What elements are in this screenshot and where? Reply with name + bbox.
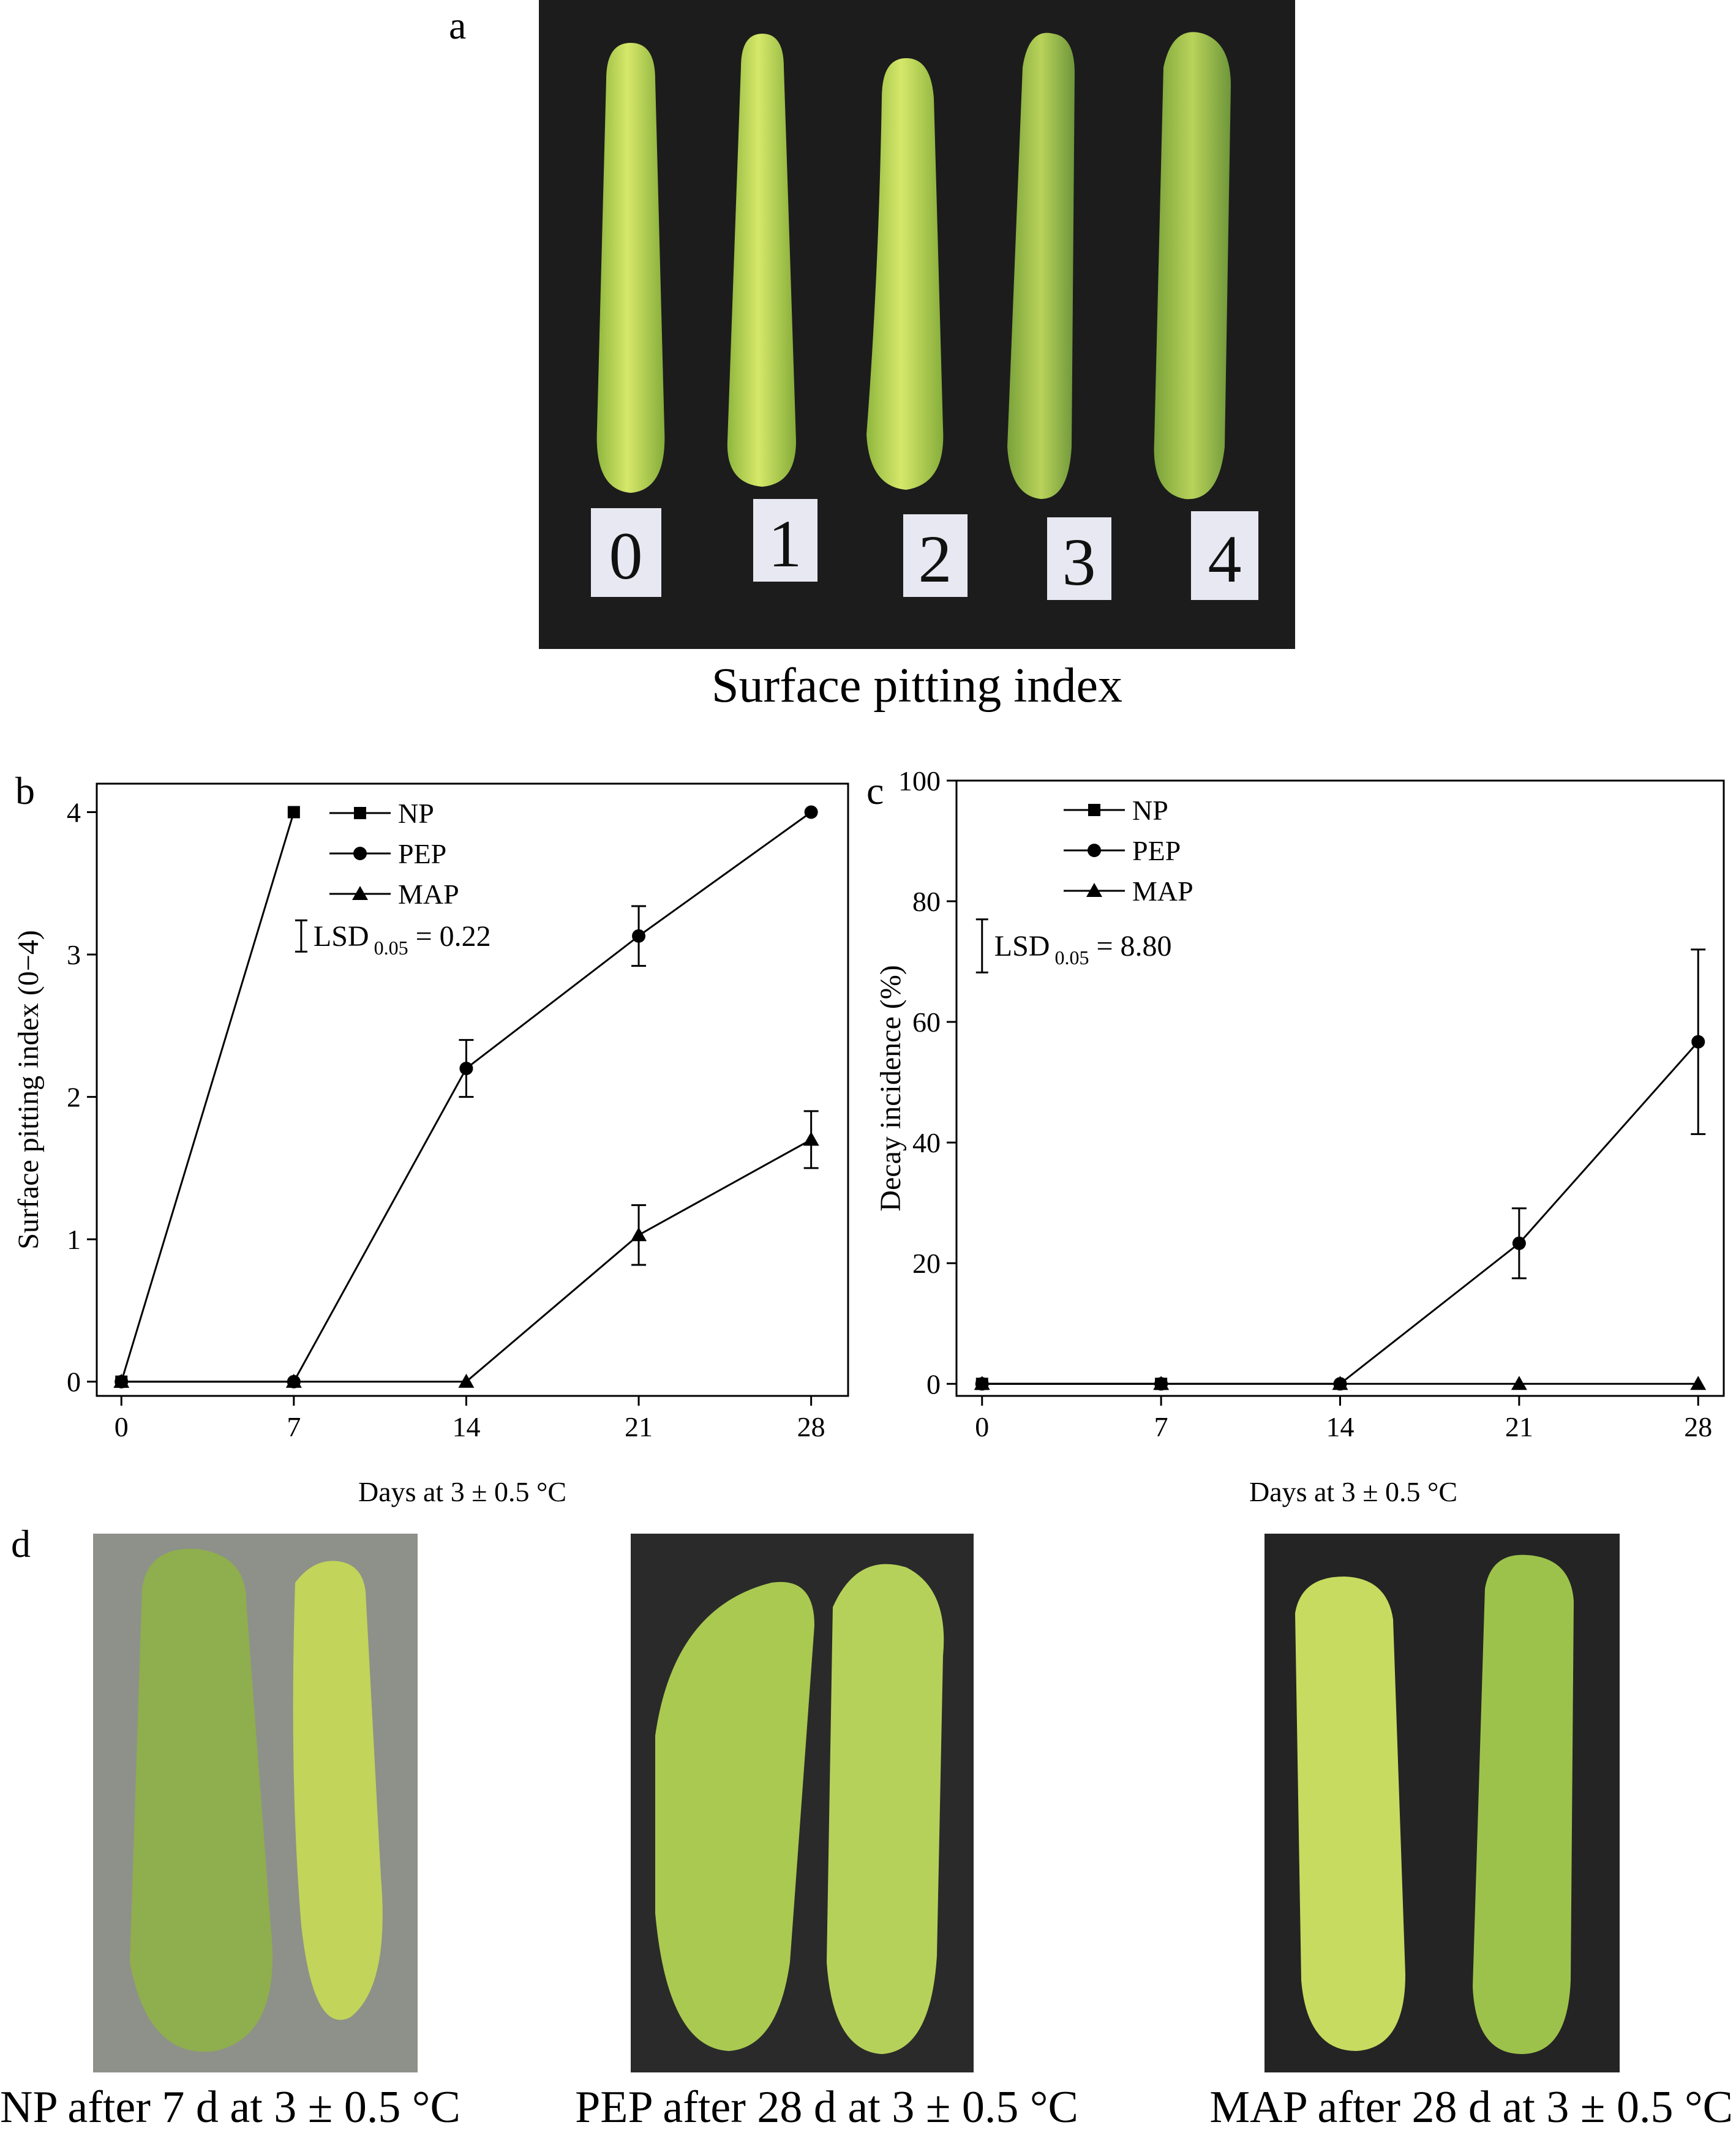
chart-b-series-pep-point-4 <box>804 805 818 819</box>
chart-b-legend-label-pep: PEP <box>398 838 446 869</box>
chart-c-xtick-label-3: 21 <box>1505 1411 1533 1442</box>
chart-b-series-pep-point-2 <box>459 1062 473 1076</box>
chart-c-ytick-label-4: 80 <box>912 886 941 917</box>
zucchini-index-4 <box>1154 32 1231 500</box>
index-card-3 <box>1047 517 1111 600</box>
chart-b-series-np-line <box>120 812 295 1382</box>
chart-c-legend-marker-pep <box>1088 844 1101 857</box>
chart-c-legend-marker-map <box>1086 883 1102 897</box>
panel-letter-c: c <box>866 769 884 812</box>
chart-c-series-pep-point-3 <box>1512 1236 1526 1250</box>
chart-b-ytick-label-4: 4 <box>67 797 81 828</box>
map-photo-caption: MAP after 28 d at 3 ± 0.5 °C <box>1209 2082 1733 2132</box>
index-card-label-2: 2 <box>919 522 952 596</box>
chart-c-series-map-point-4 <box>1690 1376 1707 1390</box>
chart-b-xtick-label-3: 21 <box>625 1411 653 1442</box>
chart-c-series-pep-line <box>982 1041 1699 1385</box>
index-card-label-0: 0 <box>609 519 643 593</box>
chart-c-series-map-point-0 <box>974 1376 990 1390</box>
chart-b-legend-marker-pep <box>353 847 367 860</box>
zucchini-index-2 <box>866 58 944 490</box>
chart-c-axes-frame <box>955 779 1725 1397</box>
chart-c-lsd-label: LSD 0.05 = 8.80 <box>994 930 1172 969</box>
chart-b-ytick-label-2: 2 <box>67 1082 81 1113</box>
chart-c-ytick-label-0: 0 <box>926 1368 941 1400</box>
chart-decay-incidence-xlabel: Days at 3 ± 0.5 °C <box>1249 1476 1458 1507</box>
pitting-index-zucchini-illustration: 0 1 2 3 4 <box>539 0 1295 649</box>
chart-b-axes-frame <box>96 782 849 1397</box>
chart-b-series-map-line <box>121 1139 812 1383</box>
chart-c-legend-label-map: MAP <box>1132 876 1193 907</box>
chart-c-legend-label-np: NP <box>1132 795 1168 826</box>
chart-b-series-map-point-3 <box>631 1227 647 1242</box>
zucchini-index-3 <box>1007 32 1075 499</box>
chart-c-ytick-label-2: 40 <box>912 1127 941 1158</box>
chart-c-series-map-point-1 <box>1153 1376 1170 1390</box>
chart-b-xtick-label-4: 28 <box>797 1411 825 1442</box>
zucchini-index-1 <box>727 34 796 487</box>
panel-letter-a: a <box>449 4 467 47</box>
chart-c-ytick-label-1: 20 <box>912 1248 941 1279</box>
index-card-label-1: 1 <box>768 506 802 581</box>
chart-c-ytick-label-5: 100 <box>898 765 941 797</box>
panel-letter-d: d <box>11 1522 31 1565</box>
pep-zucchini-photo <box>631 1534 974 2072</box>
chart-b-legend-marker-map <box>352 886 368 900</box>
chart-b-lsd-label: LSD 0.05 = 0.22 <box>314 920 491 959</box>
map-zucchini-photo <box>1264 1534 1620 2072</box>
chart-b-series-map-point-4 <box>803 1131 819 1146</box>
chart-b-legend-label-np: NP <box>398 798 434 829</box>
map-zucchini-illustration <box>1264 1534 1620 2072</box>
index-card-1 <box>753 499 817 582</box>
chart-b-ytick-label-0: 0 <box>67 1367 81 1398</box>
zucchini-index-0 <box>596 43 665 493</box>
pitting-index-photo: 0 1 2 3 4 <box>539 0 1295 649</box>
chart-c-xtick-label-4: 28 <box>1684 1411 1712 1442</box>
np-photo-caption: NP after 7 d at 3 ± 0.5 °C <box>0 2082 460 2132</box>
pep-photo-caption: PEP after 28 d at 3 ± 0.5 °C <box>575 2082 1078 2132</box>
np-zucchini-illustration <box>93 1534 418 2072</box>
chart-b-series-map-point-0 <box>113 1373 130 1388</box>
chart-c-xtick-label-1: 7 <box>1154 1411 1168 1442</box>
chart-surface-pitting-plot: 0 7 14 21 28 0 1 2 3 4 Surface pitting index (0−4)… <box>12 782 849 1442</box>
chart-b-legend-marker-np <box>354 807 366 819</box>
chart-c-series-map-point-3 <box>1511 1376 1527 1390</box>
chart-b-series-np-point-1 <box>287 806 300 819</box>
chart-surface-pitting: 0 7 14 21 28 0 1 2 3 4 Surface pitting index (0−4)… <box>0 759 870 1518</box>
chart-surface-pitting-xlabel: Days at 3 ± 0.5 °C <box>358 1476 567 1507</box>
index-card-4 <box>1191 511 1258 600</box>
chart-c-legend-marker-np <box>1088 804 1100 816</box>
chart-c-ytick-label-3: 60 <box>912 1007 941 1038</box>
chart-b-ylabel: Surface pitting index (0−4) <box>12 930 45 1250</box>
chart-b-xtick-label-0: 0 <box>115 1411 129 1442</box>
chart-b-xtick-label-2: 14 <box>452 1411 480 1442</box>
chart-c-ylabel: Decay incidence (%) <box>874 965 907 1211</box>
np-zucchini-photo <box>93 1534 418 2072</box>
index-card-0 <box>591 508 661 597</box>
pep-zucchini-illustration <box>631 1534 974 2072</box>
chart-c-xtick-label-0: 0 <box>975 1411 989 1442</box>
index-card-label-4: 4 <box>1208 522 1242 596</box>
chart-decay-incidence: 0 7 14 21 28 0 20 40 60 80 100 Decay incidence (%) N… <box>870 759 1736 1518</box>
index-card-label-3: 3 <box>1062 525 1096 599</box>
chart-c-series-map-point-2 <box>1332 1376 1348 1390</box>
pitting-index-caption: Surface pitting index <box>712 659 1122 713</box>
chart-b-series-map-point-2 <box>458 1373 475 1388</box>
chart-b-series-pep-point-3 <box>632 929 646 943</box>
index-card-2 <box>903 514 968 597</box>
chart-decay-incidence-plot: 0 7 14 21 28 0 20 40 60 80 100 Decay incidence (%) N… <box>874 765 1725 1442</box>
chart-b-series-map-point-1 <box>285 1373 302 1388</box>
chart-b-xtick-label-1: 7 <box>287 1411 301 1442</box>
chart-c-legend-label-pep: PEP <box>1132 835 1181 866</box>
chart-c-series-pep-point-4 <box>1691 1035 1705 1049</box>
chart-c-xtick-label-2: 14 <box>1326 1411 1355 1442</box>
chart-b-legend-label-map: MAP <box>398 879 459 910</box>
panel-letter-b: b <box>15 769 35 812</box>
chart-b-ytick-label-3: 3 <box>67 939 81 970</box>
chart-b-ytick-label-1: 1 <box>67 1224 81 1255</box>
